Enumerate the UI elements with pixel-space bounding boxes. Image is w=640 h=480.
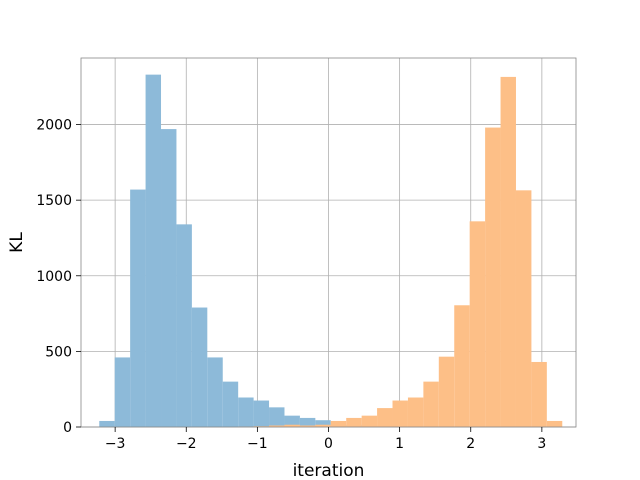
histogram-bar (377, 408, 393, 427)
histogram-bar (546, 420, 563, 427)
histogram-series-1 (99, 74, 393, 427)
x-tick-label: −3 (105, 436, 126, 452)
histogram-bar (315, 420, 331, 427)
y-tick-label: 500 (45, 344, 72, 360)
histogram-bar (176, 224, 192, 427)
histogram-bar (330, 420, 347, 427)
y-tick-label: 1000 (36, 269, 72, 285)
histogram-bar (315, 424, 331, 427)
histogram-bar (238, 397, 254, 427)
histogram-bar (392, 400, 408, 427)
histogram-bar (222, 381, 239, 427)
histogram-bar (469, 221, 486, 427)
histogram-bar (438, 356, 455, 427)
histogram-bar (361, 415, 378, 427)
histogram-bar (161, 129, 177, 427)
histogram-bars (99, 74, 563, 427)
histogram-bar (423, 381, 439, 427)
histogram-bar (269, 425, 285, 427)
y-tick-label: 0 (63, 420, 72, 436)
histogram-bar (114, 357, 131, 427)
y-tick-label: 1500 (36, 193, 72, 209)
histogram-bar (531, 361, 547, 427)
x-tick-label: 1 (395, 436, 404, 452)
y-axis-title: KL (7, 232, 27, 253)
histogram-bar (145, 74, 162, 427)
histogram-bar (191, 307, 208, 427)
histogram-bar (500, 76, 516, 427)
x-tick-label: 3 (537, 436, 546, 452)
x-tick-label: −2 (176, 436, 197, 452)
histogram-bar (284, 424, 300, 427)
histogram-bar (99, 420, 115, 427)
histogram-bar (284, 415, 300, 427)
histogram-series-2 (238, 76, 563, 427)
histogram-bar (253, 400, 270, 427)
histogram-bar (299, 425, 316, 427)
x-tick-label: 2 (466, 436, 475, 452)
histogram-bar (207, 357, 223, 427)
histogram-bar (454, 305, 470, 427)
x-tick-label: 0 (324, 436, 333, 452)
histogram-bar (407, 397, 424, 427)
histogram-bar (299, 417, 316, 427)
x-tick-label: −1 (247, 436, 268, 452)
histogram-bar (346, 417, 362, 427)
y-tick-label: 2000 (36, 118, 72, 134)
axis-ticks: −3 −2 −1 0 1 2 3 0 500 1000 1500 2000 (36, 118, 546, 452)
histogram-bar (515, 190, 532, 427)
histogram-bar (130, 189, 146, 427)
x-axis-title: iteration (293, 461, 365, 480)
histogram-bar (269, 407, 285, 427)
histogram-bar (485, 127, 501, 427)
